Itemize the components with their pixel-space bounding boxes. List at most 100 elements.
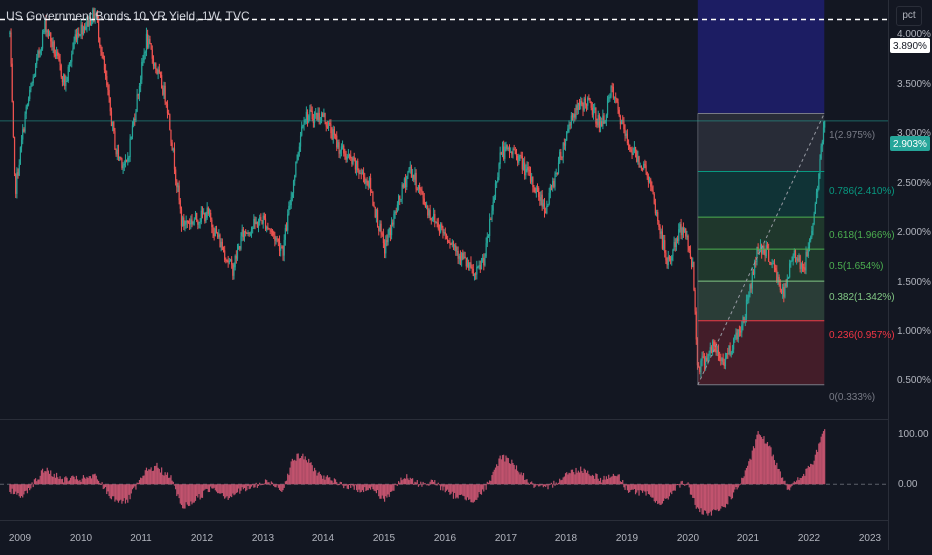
candle-body [140,79,142,87]
osc-bar [646,484,648,492]
osc-bar [477,484,479,498]
osc-bar [407,478,409,485]
candle-body [532,176,534,187]
candle-body [262,215,264,224]
candle-body [99,37,101,47]
candle-body [130,136,132,139]
osc-bar [733,484,735,493]
osc-bar [723,484,725,508]
candle-body [547,203,549,206]
candle-body [18,164,20,176]
candle-body [343,145,345,154]
candle-body [173,148,176,170]
osc-bar [658,484,660,504]
osc-bar [447,484,449,490]
osc-bar [184,484,186,509]
candle-body [464,256,466,258]
unit-button[interactable]: pct [896,6,922,26]
candle-body [562,142,564,158]
osc-bar [267,482,269,485]
osc-bar [278,484,281,491]
candle-body [440,224,442,233]
osc-bar [295,460,297,485]
candle-body [30,86,32,90]
candle-body [252,227,254,230]
osc-bar [546,484,548,486]
osc-bar [108,484,110,496]
candle-body [227,260,229,263]
candle-body [630,149,632,152]
osc-bar [470,484,472,503]
osc-bar [443,484,445,487]
candle-body [701,356,703,361]
osc-bar [550,482,553,485]
osc-bar [542,484,544,488]
candle-body [469,262,471,268]
osc-bar [348,484,351,486]
osc-bar [589,475,591,485]
osc-bar [110,484,113,500]
candle-body [192,221,194,224]
osc-bar [334,479,337,485]
osc-bar [143,475,145,485]
candle-body [444,231,446,235]
osc-bar [737,484,739,488]
candle-body [519,155,521,157]
osc-bar [650,484,652,497]
candle-body [66,81,68,83]
candle-body [415,172,417,190]
candle-body [690,257,693,268]
chart-title[interactable]: US Government Bonds 10 YR Yield, 1W, TVC [6,9,250,23]
candle-body [50,32,52,42]
osc-bar [699,484,701,513]
oscillator-axis[interactable]: 100.00 0.00 [898,429,929,490]
osc-bar [655,484,658,501]
price-axis[interactable]: 4.000% 3.500% 3.000% 2.500% 2.000% 1.500… [897,29,931,386]
candle-body [616,98,618,102]
candle-body [410,166,413,178]
candle-body [513,149,515,151]
time-axis[interactable]: 2009 2010 2011 2012 2013 2014 2015 2016 … [9,533,882,544]
candle-body [48,32,51,37]
candle-body [257,222,260,228]
candle-body [302,125,304,127]
osc-bar [228,484,230,499]
osc-bar [762,438,764,485]
fib-lines[interactable] [697,112,825,386]
candle-body [373,205,375,208]
candle-body [626,133,628,144]
osc-bar [413,483,415,485]
candle-body [235,255,237,259]
osc-bar [406,474,408,485]
candle-body [785,283,787,287]
candle-body [493,197,495,202]
osc-bar [351,484,353,486]
osc-bar [101,482,103,485]
candle-body [102,55,104,59]
candle-body [32,77,34,83]
candle-body [213,233,215,237]
candle-body [179,200,181,209]
candle-body [199,221,201,223]
osc-bar [785,484,787,486]
osc-bar [83,477,86,485]
osc-bar [113,484,115,497]
osc-bar [676,484,679,486]
candle-body [246,232,248,234]
osc-bar [532,483,534,485]
osc-bar [287,473,289,485]
candle-body [191,219,193,224]
osc-bar [622,480,624,485]
fib-trend-line [697,113,825,386]
osc-bar [529,482,532,485]
candle-body [255,221,257,225]
osc-bar [296,453,298,485]
osc-bar [517,470,519,485]
candle-body [27,98,30,105]
osc-bar [38,479,40,485]
dashed-level-badge [890,38,930,53]
osc-bar [148,469,150,485]
candle-body [682,227,685,233]
